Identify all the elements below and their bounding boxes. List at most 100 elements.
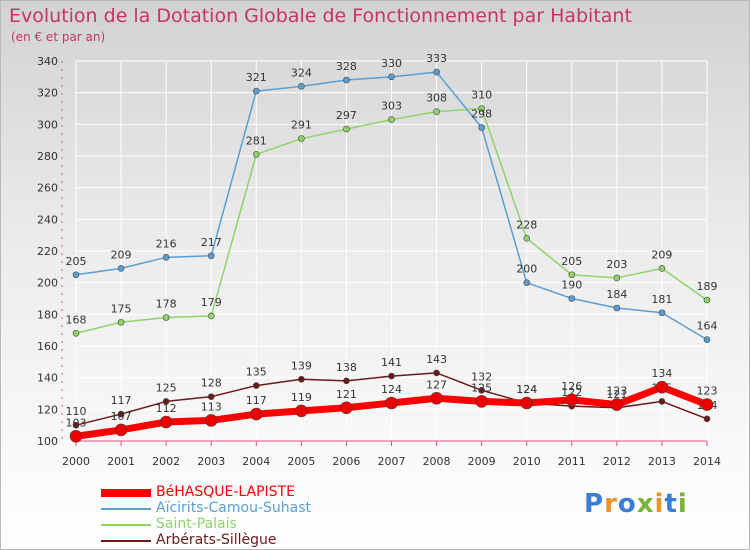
y-tick-label: 100 (37, 435, 58, 448)
legend-label: Saint-Palais (156, 516, 237, 532)
data-label-a-cirits-camou-suhast: 324 (291, 66, 312, 79)
data-point-arb-rats-sill-gue (117, 410, 125, 418)
data-point-saint-palais (703, 296, 711, 304)
data-label-b-hasque-lapiste: 124 (516, 383, 537, 396)
y-tick-label: 340 (37, 55, 58, 68)
y-tick-label: 140 (37, 372, 58, 385)
data-point-b-hasque-lapiste (159, 415, 173, 429)
data-point-saint-palais (658, 265, 666, 272)
data-point-saint-palais (252, 151, 260, 158)
data-point-arb-rats-sill-gue (207, 393, 215, 400)
y-tick-label: 160 (37, 340, 58, 353)
data-point-saint-palais (433, 108, 440, 115)
data-label-b-hasque-lapiste: 124 (381, 383, 402, 396)
data-label-a-cirits-camou-suhast: 200 (516, 263, 537, 276)
y-tick-label: 240 (37, 213, 58, 226)
data-label-saint-palais: 297 (336, 109, 357, 122)
data-point-b-hasque-lapiste (700, 398, 714, 411)
data-point-arb-rats-sill-gue (343, 377, 350, 385)
data-label-arb-rats-sill-gue: 121 (606, 388, 627, 401)
legend-swatch (101, 524, 151, 526)
data-label-b-hasque-lapiste: 112 (156, 402, 177, 415)
logo-letter: r (604, 489, 618, 519)
data-point-a-cirits-camou-suhast (207, 252, 215, 260)
y-tick-label: 300 (37, 118, 58, 131)
data-label-saint-palais: 178 (156, 298, 177, 311)
chart-subtitle: (en € et par an) (11, 30, 106, 44)
data-label-a-cirits-camou-suhast: 184 (606, 288, 627, 301)
data-point-b-hasque-lapiste (340, 401, 353, 415)
x-tick-label: 2004 (242, 455, 270, 468)
data-label-a-cirits-camou-suhast: 216 (156, 237, 177, 250)
data-point-a-cirits-camou-suhast (658, 309, 666, 317)
logo-letter: x (636, 489, 655, 519)
data-label-arb-rats-sill-gue: 139 (291, 359, 312, 372)
x-tick-label: 2007 (378, 455, 406, 468)
data-label-b-hasque-lapiste: 107 (111, 410, 132, 423)
data-point-b-hasque-lapiste (249, 407, 263, 421)
data-label-a-cirits-camou-suhast: 321 (246, 71, 267, 84)
data-label-a-cirits-camou-suhast: 209 (111, 248, 132, 261)
data-label-arb-rats-sill-gue: 135 (246, 366, 267, 379)
data-label-arb-rats-sill-gue: 124 (516, 383, 537, 396)
legend-swatch (101, 489, 151, 497)
data-label-a-cirits-camou-suhast: 328 (336, 60, 357, 73)
x-tick-label: 2010 (513, 455, 541, 468)
data-point-saint-palais (207, 312, 215, 320)
data-point-saint-palais (343, 125, 350, 133)
data-label-saint-palais: 175 (111, 302, 132, 315)
data-label-b-hasque-lapiste: 126 (561, 380, 582, 393)
y-tick-label: 220 (37, 245, 58, 258)
data-point-saint-palais (568, 271, 576, 279)
data-label-b-hasque-lapiste: 117 (246, 394, 267, 407)
data-point-arb-rats-sill-gue (298, 375, 305, 383)
data-point-a-cirits-camou-suhast (388, 73, 395, 81)
data-label-b-hasque-lapiste: 125 (471, 381, 492, 394)
data-point-saint-palais (388, 116, 395, 123)
x-tick-label: 2000 (62, 455, 90, 468)
data-point-arb-rats-sill-gue (388, 372, 395, 380)
data-label-b-hasque-lapiste: 119 (291, 391, 312, 404)
x-tick-label: 2001 (107, 455, 135, 468)
x-tick-label: 2011 (558, 455, 586, 468)
y-tick-label: 280 (37, 150, 58, 163)
data-point-b-hasque-lapiste (204, 414, 218, 427)
data-label-arb-rats-sill-gue: 143 (426, 353, 447, 366)
data-point-saint-palais (478, 105, 485, 112)
data-label-a-cirits-camou-suhast: 190 (561, 279, 582, 292)
data-point-a-cirits-camou-suhast (298, 83, 305, 90)
data-label-arb-rats-sill-gue: 117 (111, 394, 132, 407)
data-label-saint-palais: 303 (381, 100, 402, 113)
data-point-saint-palais (117, 318, 125, 326)
x-tick-label: 2008 (423, 455, 451, 468)
data-label-b-hasque-lapiste: 123 (606, 385, 627, 398)
data-point-b-hasque-lapiste (565, 393, 579, 407)
data-point-b-hasque-lapiste (520, 396, 534, 410)
data-label-saint-palais: 281 (246, 134, 267, 147)
data-label-a-cirits-camou-suhast: 298 (471, 108, 492, 121)
data-label-saint-palais: 228 (516, 218, 537, 231)
data-point-a-cirits-camou-suhast (478, 124, 485, 131)
data-point-saint-palais (72, 330, 80, 337)
data-point-a-cirits-camou-suhast (523, 279, 531, 286)
data-label-saint-palais: 168 (66, 313, 87, 326)
chart-title: Evolution de la Dotation Globale de Fonc… (9, 5, 632, 27)
logo-letter: i (654, 489, 665, 519)
logo-letter: t (664, 489, 678, 519)
data-label-arb-rats-sill-gue: 132 (471, 370, 492, 383)
data-label-arb-rats-sill-gue: 141 (381, 356, 402, 369)
data-label-b-hasque-lapiste: 103 (66, 416, 87, 429)
data-label-a-cirits-camou-suhast: 164 (697, 320, 718, 333)
data-label-b-hasque-lapiste: 113 (201, 400, 222, 413)
data-point-a-cirits-camou-suhast (343, 76, 350, 84)
y-tick-label: 120 (37, 403, 58, 416)
data-point-b-hasque-lapiste (430, 391, 443, 405)
data-point-a-cirits-camou-suhast (433, 68, 440, 76)
data-label-a-cirits-camou-suhast: 333 (426, 52, 447, 65)
y-tick-label: 200 (37, 277, 58, 290)
data-point-a-cirits-camou-suhast (703, 336, 711, 343)
data-point-b-hasque-lapiste (655, 380, 669, 394)
data-point-arb-rats-sill-gue (72, 421, 80, 429)
proxiti-logo: Proxiti (584, 489, 688, 519)
data-label-a-cirits-camou-suhast: 217 (201, 236, 222, 249)
